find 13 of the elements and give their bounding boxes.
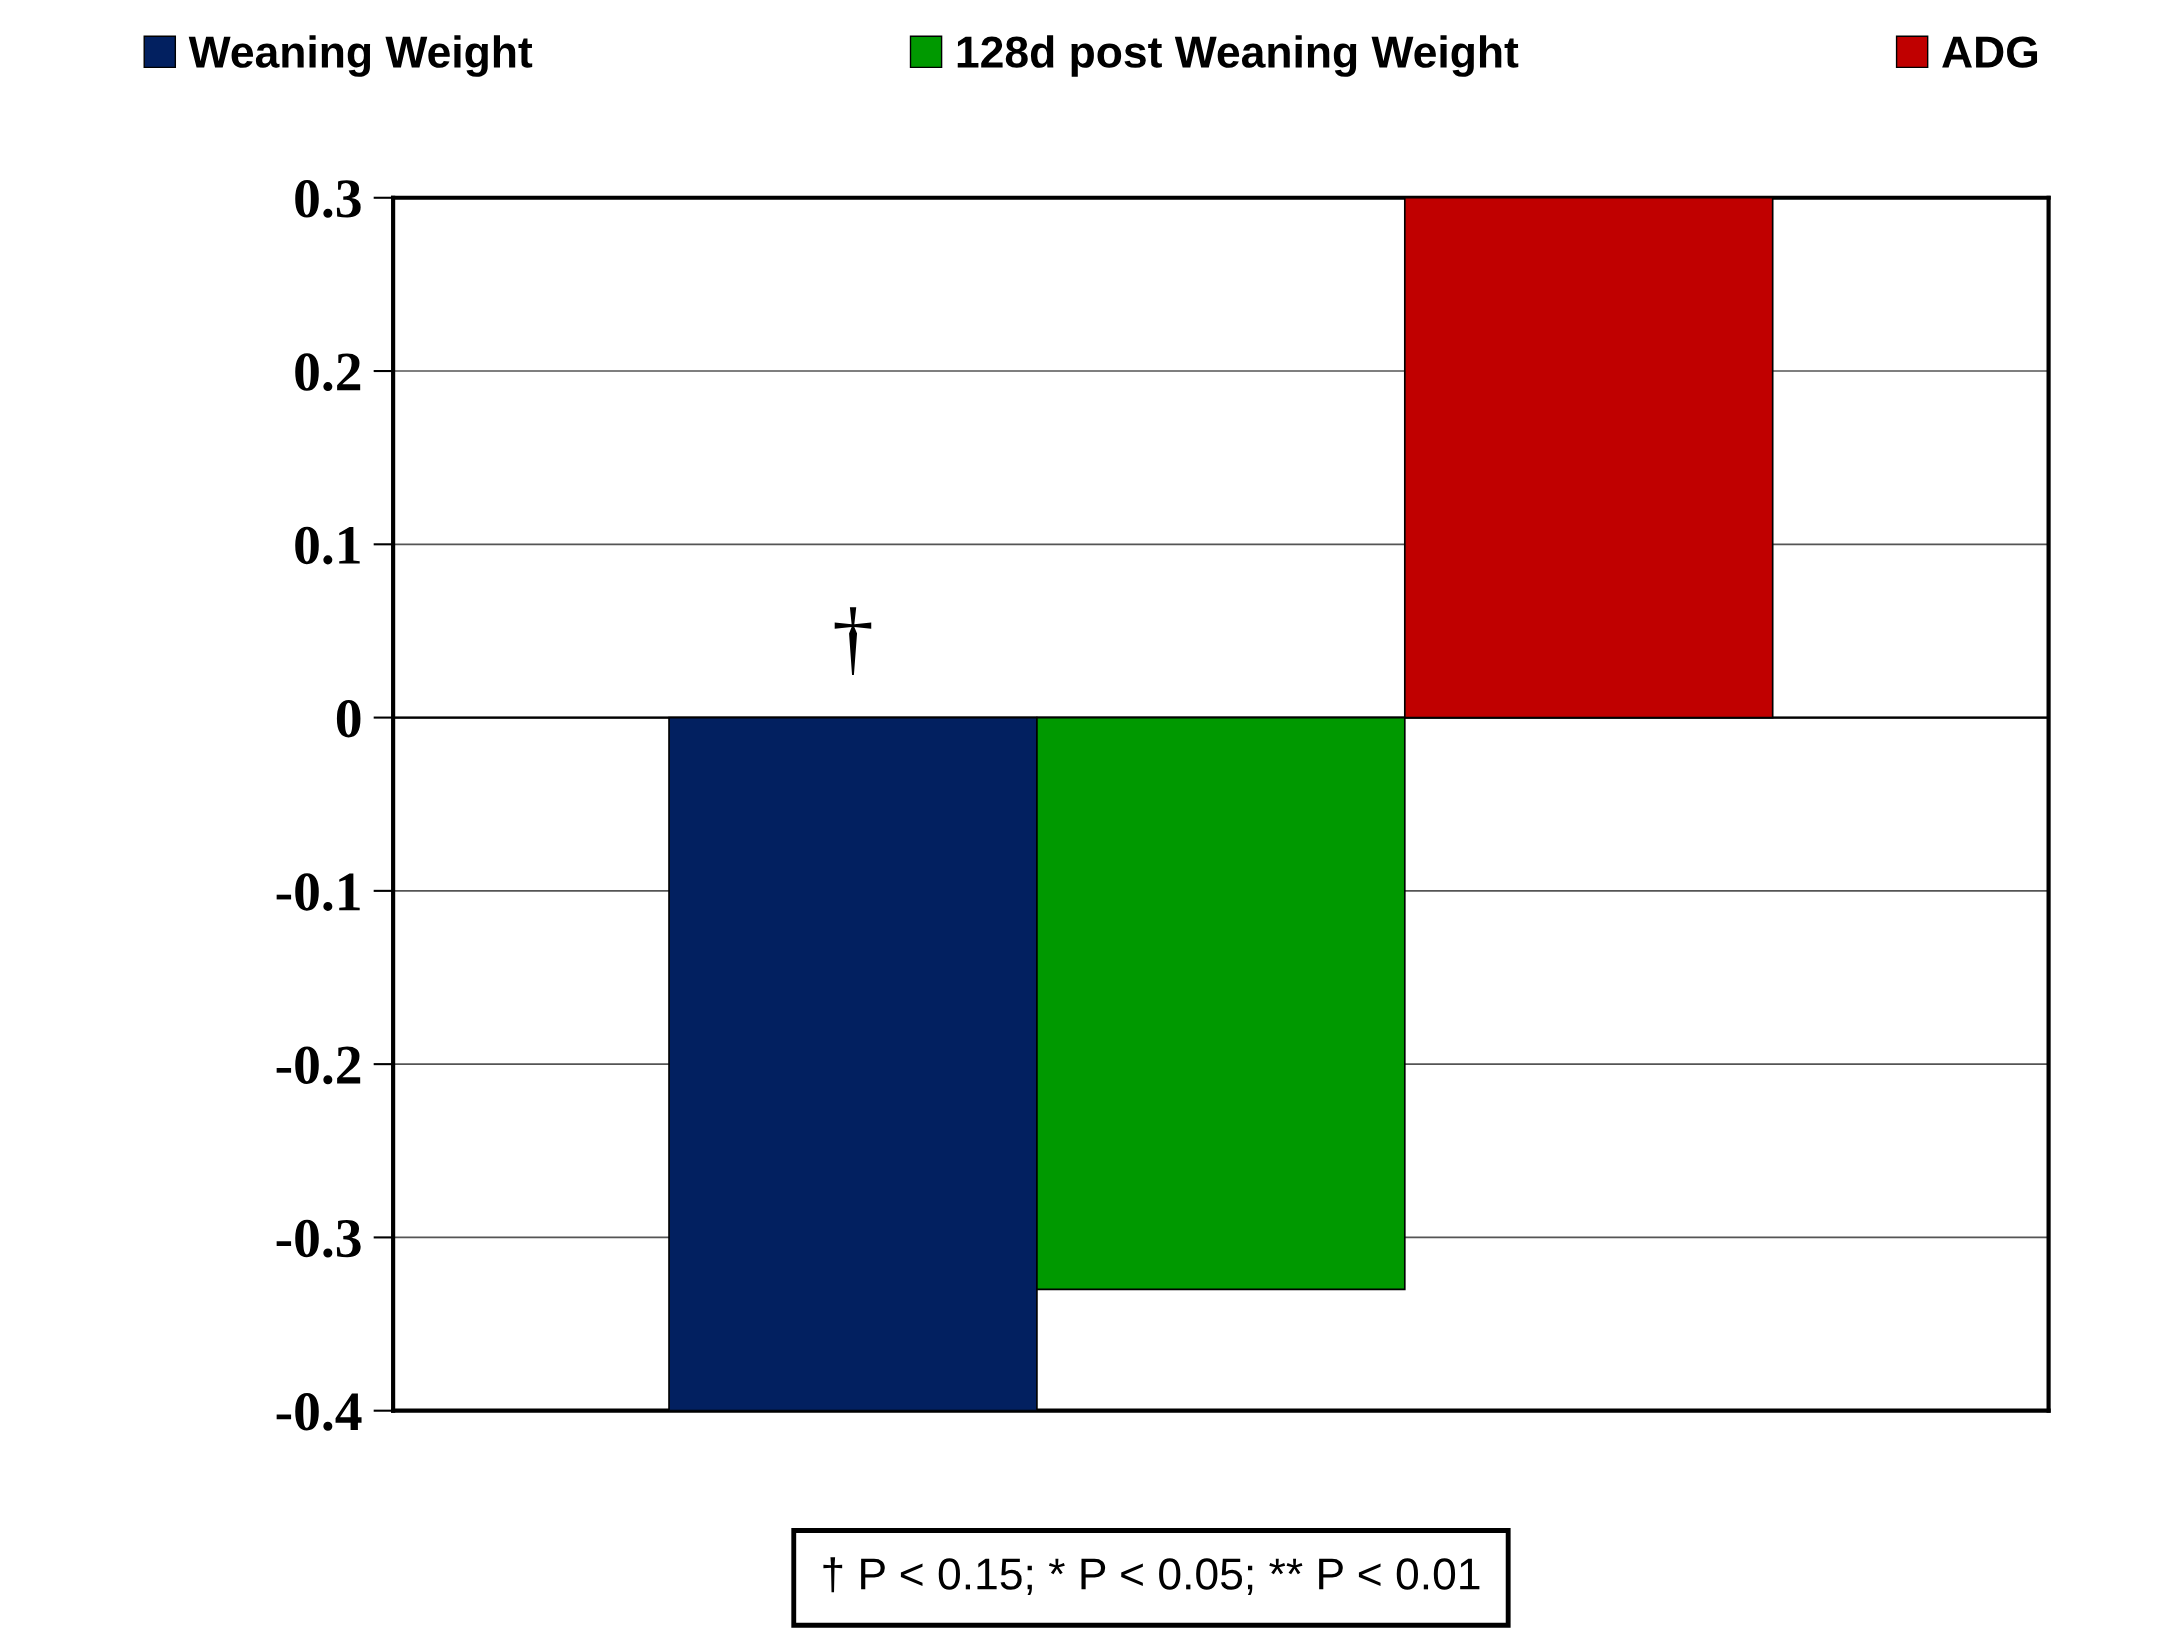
annotation: † bbox=[834, 607, 872, 675]
y-tick-label: 0 bbox=[336, 699, 361, 738]
y-tick-label: 0.1 bbox=[295, 526, 360, 565]
y-tick-label: -0.3 bbox=[276, 1219, 361, 1258]
y-tick-label: -0.1 bbox=[276, 873, 360, 911]
text: † P < 0.15; * P < 0.05; ** P < 0.01 bbox=[823, 1557, 1480, 1596]
legend-label: 128d post Weaning Weight bbox=[957, 35, 1519, 77]
y-tick-label: 0.3 bbox=[295, 180, 361, 218]
y-tick-label: -0.2 bbox=[276, 1046, 361, 1085]
legend-label: Weaning Weight bbox=[188, 35, 533, 77]
y-tick-label: -0.4 bbox=[276, 1393, 362, 1431]
legend-label: ADG bbox=[1942, 36, 2038, 68]
y-tick-label: 0.2 bbox=[295, 353, 361, 392]
